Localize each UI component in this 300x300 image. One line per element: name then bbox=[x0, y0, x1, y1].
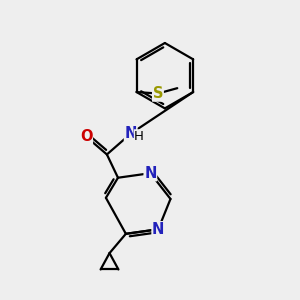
Text: N: N bbox=[144, 166, 157, 181]
Text: N: N bbox=[124, 126, 137, 141]
Text: O: O bbox=[80, 129, 92, 144]
Text: S: S bbox=[153, 86, 163, 101]
Text: H: H bbox=[134, 130, 144, 142]
Text: N: N bbox=[152, 222, 164, 237]
